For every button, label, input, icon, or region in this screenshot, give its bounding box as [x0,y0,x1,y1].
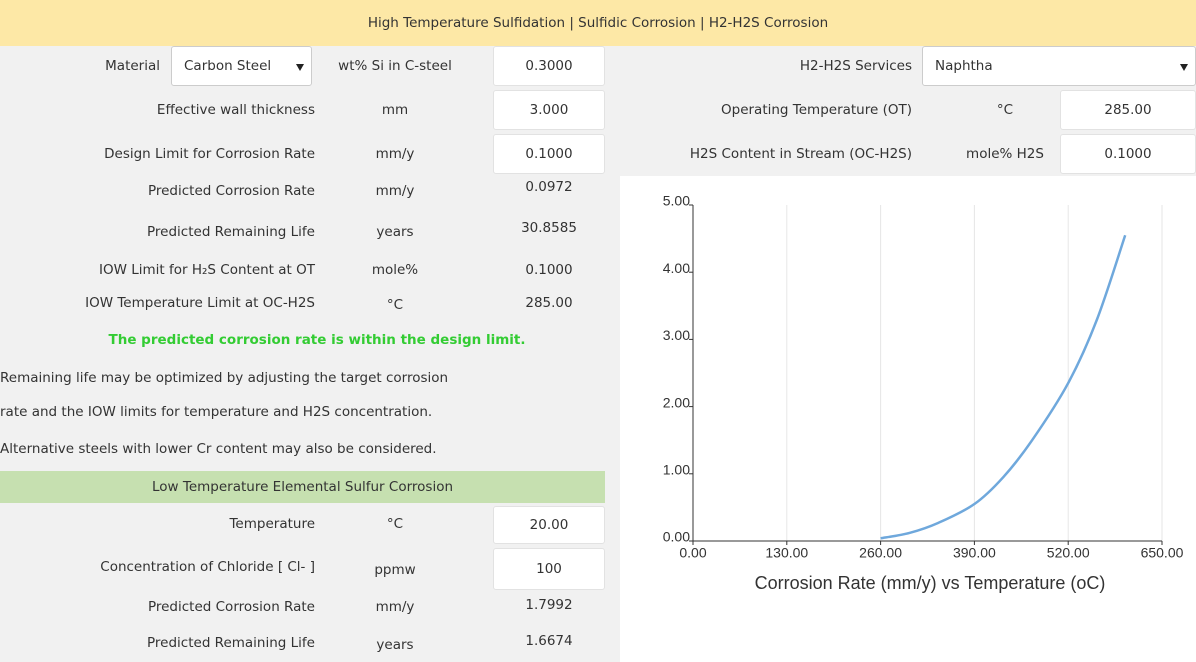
dropdown-arrow [1180,64,1188,71]
unit: mole% [371,262,419,278]
label: wt% Si in C-steel [338,58,452,74]
unit: mm/y [375,599,415,615]
label: Predicted Corrosion Rate [147,183,315,199]
value: 0.0972 [525,179,573,195]
note: rate and the IOW limits for temperature … [0,404,433,420]
select-value: Naphtha [935,58,993,74]
y-tick-label: 3.00 [663,327,690,343]
label: Concentration of Chloride [ Cl- ] [100,559,315,575]
unit: mm [381,102,409,118]
note: Alternative steels with lower Cr content… [0,441,437,457]
unit: years [376,637,414,653]
x-tick-label: 520.00 [1047,545,1090,561]
y-tick-label: 4.00 [663,260,690,276]
input[interactable]: 0.3000 [493,46,605,86]
label: Operating Temperature (OT) [721,102,912,118]
x-tick-label: 650.00 [1141,545,1184,561]
value: 1.6674 [525,633,573,649]
y-tick-label: 2.00 [663,394,690,410]
input[interactable]: 20.00 [493,506,605,544]
label: IOW Limit for H₂S Content at OT [99,262,315,278]
note: Remaining life may be optimized by adjus… [0,370,449,386]
input[interactable]: 100 [493,548,605,590]
label: IOW Temperature Limit at OC-H2S [85,295,315,311]
unit: °C [996,102,1014,118]
value: 285.00 [525,295,573,311]
label: Effective wall thickness [156,102,315,118]
unit: °C [386,516,404,532]
unit: °C [386,297,404,313]
input[interactable]: 0.1000 [1060,134,1196,174]
value: 1.7992 [525,597,573,613]
dropdown-arrow [296,64,304,71]
y-tick-label: 5.00 [663,193,690,209]
chart-background [620,176,1196,662]
select-value: Carbon Steel [184,58,272,74]
input[interactable]: 3.000 [493,90,605,130]
unit: mm/y [375,183,415,199]
label: Design Limit for Corrosion Rate [104,146,315,162]
label: Temperature [229,516,315,532]
label: Predicted Remaining Life [147,635,315,651]
y-tick-label: 0.00 [663,529,690,545]
value: 30.8585 [521,220,577,236]
status-message: The predicted corrosion rate is within t… [108,332,526,348]
value: 0.1000 [525,262,573,278]
y-tick-label: 1.00 [663,462,690,478]
unit: ppmw [374,562,416,578]
section-header: Low Temperature Elemental Sulfur Corrosi… [0,471,605,503]
material-select[interactable]: Carbon Steel [171,46,312,86]
input[interactable]: 285.00 [1060,90,1196,130]
label: H2-H2S Services [799,58,912,74]
section-title: Low Temperature Elemental Sulfur Corrosi… [151,479,454,495]
header-title: High Temperature Sulfidation | Sulfidic … [367,15,829,31]
header: High Temperature Sulfidation | Sulfidic … [0,0,1196,46]
x-tick-label: 260.00 [859,545,902,561]
unit: mm/y [375,146,415,162]
label: H2S Content in Stream (OC-H2S) [689,146,912,162]
label: Material [105,58,160,74]
x-tick-label: 0.00 [679,545,706,561]
unit: years [376,224,414,240]
data-line [880,234,1127,540]
input[interactable]: 0.1000 [493,134,605,174]
x-tick-label: 390.00 [953,545,996,561]
services-select[interactable]: Naphtha [922,46,1196,86]
x-tick-label: 130.00 [765,545,808,561]
label: Predicted Corrosion Rate [147,599,315,615]
label: Predicted Remaining Life [147,224,315,240]
chart-title: Corrosion Rate (mm/y) vs Temperature (oC… [755,573,1106,593]
unit: mole% H2S [966,146,1044,162]
